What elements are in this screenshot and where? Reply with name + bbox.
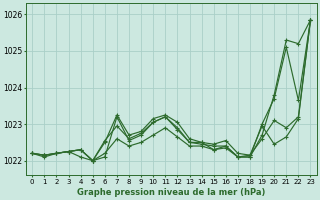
X-axis label: Graphe pression niveau de la mer (hPa): Graphe pression niveau de la mer (hPa) — [77, 188, 266, 197]
